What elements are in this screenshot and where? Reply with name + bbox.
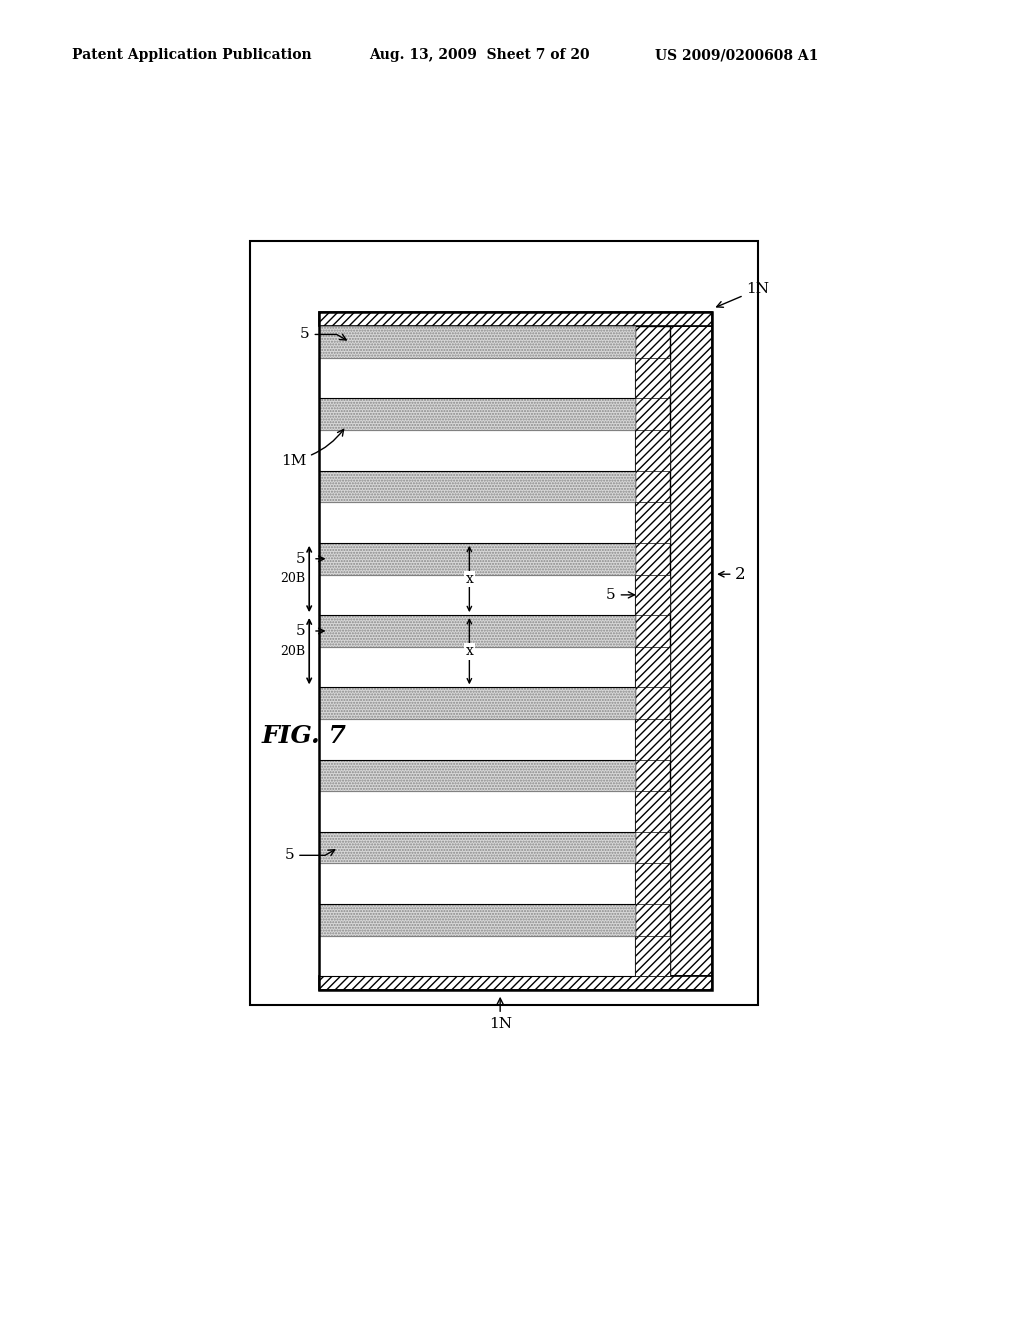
Bar bbox=[319, 543, 635, 574]
Bar bbox=[635, 936, 670, 977]
Bar bbox=[319, 574, 635, 615]
Bar bbox=[319, 503, 635, 543]
Text: 2: 2 bbox=[735, 566, 745, 582]
Bar bbox=[635, 574, 670, 615]
Bar bbox=[635, 791, 670, 832]
Text: US 2009/0200608 A1: US 2009/0200608 A1 bbox=[655, 49, 819, 62]
Bar bbox=[319, 904, 635, 936]
Bar bbox=[635, 430, 670, 471]
Bar bbox=[319, 688, 635, 719]
Bar bbox=[635, 503, 670, 543]
Text: 5: 5 bbox=[296, 624, 306, 638]
Bar bbox=[635, 719, 670, 759]
Bar bbox=[319, 647, 635, 688]
Bar bbox=[319, 313, 712, 990]
Text: x: x bbox=[466, 644, 473, 659]
Bar bbox=[670, 326, 712, 977]
Bar bbox=[635, 326, 670, 977]
Bar bbox=[319, 358, 635, 399]
Bar bbox=[635, 358, 670, 399]
Bar bbox=[250, 240, 758, 1006]
Bar bbox=[635, 647, 670, 688]
Text: 20B: 20B bbox=[281, 573, 305, 586]
Text: 5: 5 bbox=[296, 552, 306, 566]
Bar bbox=[319, 936, 635, 977]
Text: 5: 5 bbox=[300, 327, 346, 342]
Bar bbox=[319, 759, 635, 791]
Text: 1N: 1N bbox=[488, 998, 512, 1031]
Text: 1M: 1M bbox=[281, 429, 344, 467]
Bar bbox=[635, 863, 670, 904]
Bar bbox=[319, 430, 635, 471]
Bar bbox=[319, 719, 635, 759]
Text: Patent Application Publication: Patent Application Publication bbox=[72, 49, 311, 62]
Text: 5: 5 bbox=[285, 849, 335, 862]
Bar bbox=[319, 977, 712, 990]
Bar bbox=[319, 863, 635, 904]
Text: 1N: 1N bbox=[717, 282, 770, 308]
Bar bbox=[319, 399, 635, 430]
Bar bbox=[319, 832, 635, 863]
Text: FIG. 7: FIG. 7 bbox=[261, 723, 346, 748]
Text: Aug. 13, 2009  Sheet 7 of 20: Aug. 13, 2009 Sheet 7 of 20 bbox=[369, 49, 589, 62]
Bar bbox=[319, 615, 635, 647]
Bar bbox=[319, 313, 712, 326]
Bar bbox=[319, 326, 635, 977]
Text: x: x bbox=[466, 572, 473, 586]
Bar bbox=[319, 791, 635, 832]
Text: 5: 5 bbox=[606, 587, 635, 602]
Text: 20B: 20B bbox=[281, 644, 305, 657]
Bar bbox=[319, 326, 635, 358]
Bar bbox=[319, 471, 635, 503]
